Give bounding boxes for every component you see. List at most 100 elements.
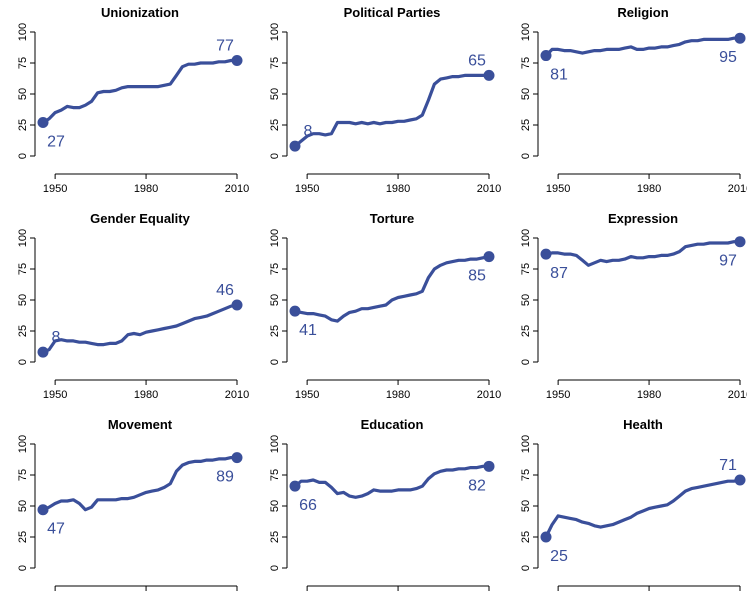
panel-title: Torture (370, 211, 415, 226)
start-point-marker (289, 305, 301, 317)
x-tick-label: 1950 (295, 183, 319, 195)
series-line (544, 240, 742, 267)
y-tick-label: 25 (17, 325, 29, 337)
end-point-marker (483, 69, 495, 81)
y-tick-label: 75 (269, 57, 281, 69)
panel-religion: Religion 0 25 50 75 100 1950 1980 2010 81 95 (520, 5, 747, 195)
y-tick-label: 50 (269, 88, 281, 100)
start-value-label: 8 (304, 123, 313, 140)
y-tick-label: 25 (520, 531, 532, 543)
y-tick-label: 50 (17, 500, 29, 512)
start-value-label: 87 (550, 265, 568, 282)
series-line (41, 58, 239, 125)
end-point-marker (231, 55, 243, 67)
panel-health: Health02550751001950198020102571 (520, 417, 746, 591)
x-tick-label: 1980 (637, 389, 661, 401)
end-point-marker (231, 299, 243, 311)
y-tick-label: 100 (17, 23, 29, 41)
end-point-marker (231, 452, 243, 464)
panel-title: Movement (108, 417, 173, 432)
start-value-label: 8 (52, 329, 61, 346)
panel-title: Health (623, 417, 663, 432)
start-point-marker (37, 504, 49, 516)
x-tick-label: 1950 (43, 183, 67, 195)
start-point-marker (37, 346, 49, 358)
x-tick-label: 1980 (386, 183, 410, 195)
y-tick-label: 25 (17, 531, 29, 543)
x-tick-label: 1980 (637, 183, 661, 195)
y-tick-label: 100 (269, 229, 281, 247)
y-tick-label: 25 (17, 119, 29, 131)
x-tick-label: 1950 (546, 183, 570, 195)
end-value-label: 46 (216, 282, 234, 299)
end-value-label: 89 (216, 469, 234, 486)
start-value-label: 27 (47, 134, 65, 151)
panel-gender-equality: Gender Equality 0 25 50 75 100 1950 1980 2010 8 46 (17, 211, 249, 401)
panel-education: Education02550751001950198020106682 (269, 417, 495, 591)
y-tick-label: 25 (269, 119, 281, 131)
panel-title: Unionization (101, 5, 179, 20)
y-tick-label: 50 (520, 294, 532, 306)
y-tick-label: 0 (269, 565, 281, 571)
start-point-marker (289, 140, 301, 152)
panel-title: Education (361, 417, 424, 432)
start-value-label: 66 (299, 497, 317, 514)
y-tick-label: 75 (17, 469, 29, 481)
x-tick-label: 2010 (477, 183, 501, 195)
panel-expression: Expression 0 25 50 75 100 1950 1980 2010 87 97 (520, 211, 747, 401)
start-value-label: 81 (550, 67, 568, 84)
y-tick-label: 50 (17, 294, 29, 306)
series-line (544, 36, 742, 58)
y-tick-label: 75 (17, 263, 29, 275)
y-tick-label: 0 (17, 359, 29, 365)
y-tick-label: 75 (269, 469, 281, 481)
end-value-label: 97 (719, 253, 737, 270)
series-line (544, 478, 742, 539)
x-tick-label: 2010 (728, 183, 747, 195)
end-point-marker (734, 236, 746, 248)
panel-title: Religion (617, 5, 668, 20)
y-tick-label: 50 (269, 500, 281, 512)
end-value-label: 95 (719, 49, 737, 66)
start-point-marker (540, 248, 552, 260)
panel-torture: Torture 0 25 50 75 100 1950 1980 2010 41 85 (269, 211, 501, 401)
x-tick-label: 1950 (295, 389, 319, 401)
end-point-marker (734, 32, 746, 44)
x-tick-label: 2010 (477, 389, 501, 401)
end-point-marker (734, 474, 746, 486)
end-value-label: 77 (216, 38, 234, 55)
panel-political-parties: Political Parties 0 25 50 75 100 1950 1980 2010 8… (269, 5, 501, 195)
y-tick-label: 0 (269, 359, 281, 365)
x-tick-label: 2010 (225, 389, 249, 401)
x-tick-label: 1950 (43, 389, 67, 401)
end-point-marker (483, 251, 495, 263)
x-tick-label: 1980 (386, 389, 410, 401)
y-tick-label: 100 (269, 435, 281, 453)
y-tick-label: 0 (520, 565, 532, 571)
end-point-marker (483, 460, 495, 472)
end-value-label: 65 (468, 52, 486, 69)
y-tick-label: 75 (520, 469, 532, 481)
y-tick-label: 75 (269, 263, 281, 275)
start-value-label: 25 (550, 548, 568, 565)
start-point-marker (37, 117, 49, 129)
y-tick-label: 0 (520, 359, 532, 365)
panel-title: Political Parties (344, 5, 441, 20)
end-value-label: 71 (719, 457, 737, 474)
start-point-marker (540, 531, 552, 543)
panel-title: Gender Equality (90, 211, 190, 226)
y-tick-label: 75 (520, 57, 532, 69)
x-tick-label: 1980 (134, 389, 158, 401)
end-value-label: 85 (468, 268, 486, 285)
y-tick-label: 50 (269, 294, 281, 306)
start-point-marker (289, 480, 301, 492)
y-tick-label: 100 (520, 23, 532, 41)
y-tick-label: 0 (17, 565, 29, 571)
series-line (293, 464, 491, 499)
y-tick-label: 0 (520, 153, 532, 159)
end-value-label: 82 (468, 477, 486, 494)
y-tick-label: 25 (520, 325, 532, 337)
x-tick-label: 2010 (225, 183, 249, 195)
y-tick-label: 50 (520, 500, 532, 512)
